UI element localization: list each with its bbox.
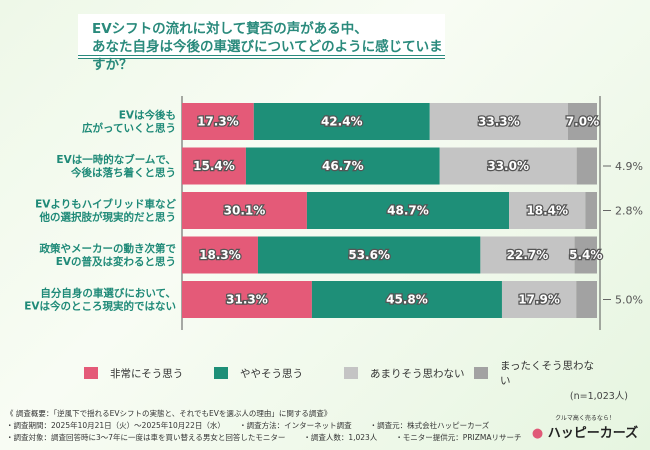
- bar-segment: [576, 147, 597, 185]
- data-label: 15.4%: [193, 159, 235, 173]
- footer-text: ・調査対象：調査回答時に3～7年に一度は車を買い替える男女と回答したモニター: [6, 433, 286, 442]
- data-label: 42.4%: [321, 115, 363, 129]
- bar-segment: [182, 147, 246, 185]
- chart-title: EVシフトの流れに対して賛否の声がある中、 あなた自身は今後の車選びについてどの…: [78, 14, 445, 73]
- data-label: 33.0%: [487, 159, 529, 173]
- data-label: 17.3%: [197, 115, 239, 129]
- logo-name: ● ハッピーカーズ: [531, 426, 639, 441]
- category-label: EVは一時的なブームで、: [56, 153, 176, 166]
- bar-segment: [429, 103, 568, 140]
- category-label: 政策やメーカーの動き次第で: [40, 242, 177, 255]
- legend: 非常にそう思う ややそう思う あまりそう思わない まったくそう思わない: [84, 358, 604, 388]
- title-line-2: あなた自身は今後の車選びについてどのように感じていますか？: [92, 39, 443, 73]
- bar-segment: [245, 147, 440, 185]
- data-label: 7.0%: [566, 115, 599, 129]
- data-label: 18.3%: [199, 248, 241, 262]
- legend-swatch: [214, 367, 228, 379]
- data-label: 33.3%: [478, 115, 520, 129]
- category-label: 広がっていくと思う: [82, 122, 176, 135]
- footer-text: ・調査方法：インターネット調査: [239, 421, 352, 430]
- bar-segment: [182, 236, 258, 274]
- data-label: 4.9%: [615, 160, 643, 173]
- bar-segment: [306, 192, 510, 229]
- bar-segment: [576, 281, 597, 318]
- title-line-1: EVシフトの流れに対して賛否の声がある中、: [92, 21, 368, 37]
- bar-segment: [574, 236, 597, 274]
- footer-text: ・モニター提供元：PRIZMAリサーチ: [395, 433, 522, 442]
- legend-label: あまりそう思わない: [370, 367, 465, 380]
- footer-text: ・調査元：株式会社ハッピーカーズ: [369, 421, 490, 430]
- data-label: 5.0%: [615, 294, 643, 307]
- legend-label: 非常にそう思う: [110, 367, 184, 380]
- bar-segment: [182, 281, 312, 318]
- bar-segment: [480, 236, 575, 274]
- data-label: 2.8%: [615, 205, 643, 218]
- data-label: 45.8%: [386, 293, 428, 307]
- data-label: 53.6%: [348, 248, 390, 262]
- legend-swatch: [474, 367, 488, 379]
- legend-swatch: [344, 367, 358, 379]
- category-label: 自分自身の車選びにおいて、: [40, 287, 176, 300]
- survey-footer: 《 調査概要：「逆風下で揺れるEVシフトの実態と、それでもEVを選ぶ人の理由」に…: [6, 408, 540, 444]
- bar-segment: [311, 281, 502, 318]
- category-label: 他の選択肢が現実的だと思う: [39, 211, 177, 224]
- sample-size: (n=1,023人): [569, 391, 628, 402]
- bar-segment: [501, 281, 577, 318]
- category-label: 今後は落ち着くと思う: [70, 166, 176, 179]
- logo-tagline: クルマ高く売るなら！: [555, 415, 615, 422]
- data-label: 5.4%: [569, 248, 602, 262]
- legend-item: ややそう思う: [214, 358, 344, 388]
- category-label: EVよりもハイブリッド車など: [35, 198, 176, 211]
- data-label: 30.1%: [224, 204, 266, 218]
- bar-segment: [439, 147, 577, 185]
- legend-swatch: [84, 367, 98, 379]
- category-label: EVは今のところ現実的ではない: [24, 300, 176, 313]
- legend-item: あまりそう思わない: [344, 358, 474, 388]
- data-label: 31.3%: [226, 293, 268, 307]
- bar-segment: [257, 236, 481, 274]
- data-label: 17.9%: [518, 293, 560, 307]
- category-label: EVは今後も: [119, 109, 176, 122]
- bar-segment: [585, 192, 597, 229]
- legend-label: まったくそう思わない: [499, 360, 595, 387]
- logo-text: ハッピーカーズ: [547, 426, 639, 441]
- footer-text: ・調査期間：2025年10月21日（火）～2025年10月22日（水）: [6, 421, 222, 430]
- legend-label: ややそう思う: [240, 367, 303, 380]
- data-label: 18.4%: [526, 204, 568, 218]
- legend-item: 非常にそう思う: [84, 358, 214, 388]
- bar-segment: [182, 192, 307, 229]
- footer-text: ・調査人数：1,023人: [303, 433, 378, 442]
- data-label: 22.7%: [507, 248, 549, 262]
- logo: クルマ高く売るなら！ ● ハッピーカーズ: [530, 413, 640, 441]
- bar-segment: [567, 103, 597, 140]
- data-label: 48.7%: [387, 204, 429, 218]
- data-label: 46.7%: [322, 159, 364, 173]
- bar-segment: [509, 192, 586, 229]
- footer-text: 《 調査概要：「逆風下で揺れるEVシフトの実態と、それでもEVを選ぶ人の理由」に…: [6, 409, 332, 418]
- legend-item: まったくそう思わない: [474, 358, 604, 388]
- bar-segment: [182, 103, 254, 140]
- bar-segment: [253, 103, 430, 140]
- category-label: EVの普及は変わると思う: [56, 255, 176, 268]
